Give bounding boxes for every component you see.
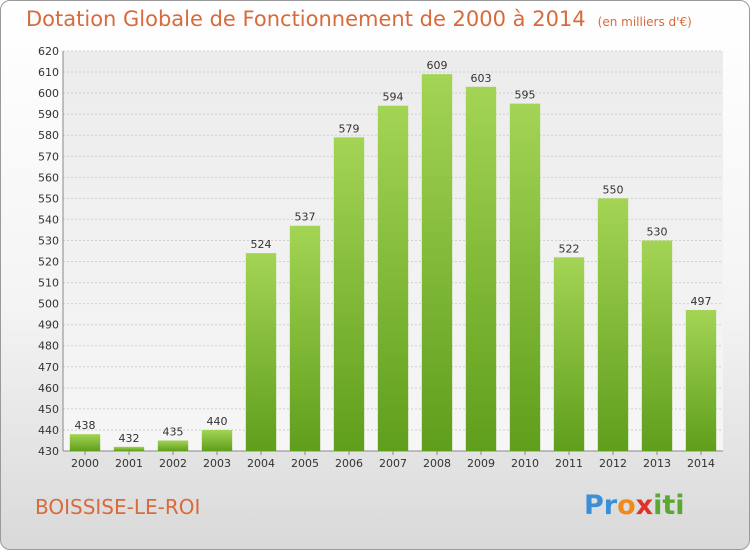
y-tick-label: 440 <box>38 424 59 437</box>
x-tick-label: 2013 <box>643 457 671 470</box>
bar <box>509 103 541 451</box>
bar-value-label: 435 <box>163 425 184 438</box>
bar <box>597 198 629 451</box>
bar-value-label: 530 <box>647 225 668 238</box>
plot-area: 430 440 450 460 470 480 490 500 510 520 530 540 550 5… <box>38 45 723 470</box>
y-tick-label: 490 <box>38 319 59 332</box>
bar <box>289 225 321 451</box>
bar-value-label: 579 <box>339 122 360 135</box>
y-tick-label: 560 <box>38 171 59 184</box>
logo-part-1: Pr <box>584 490 618 521</box>
x-tick-label: 2012 <box>599 457 627 470</box>
x-tick-label: 2007 <box>379 457 407 470</box>
bar <box>685 309 717 451</box>
bar <box>333 137 365 451</box>
chart-title: Dotation Globale de Fonctionnement de 20… <box>26 7 692 31</box>
y-tick-label: 470 <box>38 361 59 374</box>
x-tick-label: 2001 <box>115 457 143 470</box>
bar-value-label: 603 <box>471 72 492 85</box>
bar-value-label: 537 <box>295 211 316 224</box>
bar-value-label: 595 <box>515 89 536 102</box>
y-tick-label: 540 <box>38 213 59 226</box>
y-tick-label: 580 <box>38 129 59 142</box>
bar-value-label: 524 <box>251 238 272 251</box>
bar <box>245 253 277 451</box>
logo-part-4: iti <box>653 490 685 521</box>
y-tick-label: 600 <box>38 87 59 100</box>
bar-value-label: 550 <box>603 183 624 196</box>
y-tick-label: 550 <box>38 192 59 205</box>
y-tick-label: 610 <box>38 66 59 79</box>
bar-value-label: 438 <box>75 419 96 432</box>
bar <box>157 440 189 451</box>
x-tick-label: 2006 <box>335 457 363 470</box>
x-tick-label: 2005 <box>291 457 319 470</box>
bar <box>553 257 585 451</box>
bar <box>201 429 233 451</box>
y-tick-label: 500 <box>38 298 59 311</box>
bar-value-label: 609 <box>427 59 448 72</box>
bar-value-label: 594 <box>383 91 404 104</box>
y-tick-label: 460 <box>38 382 59 395</box>
x-tick-label: 2011 <box>555 457 583 470</box>
y-tick-label: 590 <box>38 108 59 121</box>
chart-unit: (en milliers d'€) <box>597 15 692 29</box>
bar-value-label: 432 <box>119 432 140 445</box>
y-tick-label: 430 <box>38 445 59 458</box>
x-tick-label: 2008 <box>423 457 451 470</box>
bar <box>641 240 673 451</box>
x-tick-label: 2010 <box>511 457 539 470</box>
bar <box>69 434 101 451</box>
x-tick-label: 2003 <box>203 457 231 470</box>
commune-name: BOISSISE-LE-ROI <box>35 495 201 519</box>
chart-title-text: Dotation Globale de Fonctionnement de 20… <box>26 7 586 31</box>
x-tick-label: 2004 <box>247 457 275 470</box>
y-tick-label: 530 <box>38 234 59 247</box>
x-tick-label: 2009 <box>467 457 495 470</box>
proxiti-logo: Proxiti <box>584 490 685 521</box>
bar <box>421 74 453 451</box>
x-tick-label: 2000 <box>71 457 99 470</box>
bar-value-label: 497 <box>691 295 712 308</box>
logo-part-3: x <box>635 490 654 521</box>
bar <box>377 105 409 451</box>
bar <box>113 446 145 451</box>
bar-value-label: 522 <box>559 242 580 255</box>
y-tick-label: 520 <box>38 256 59 269</box>
y-tick-label: 570 <box>38 150 59 163</box>
y-tick-label: 620 <box>38 45 59 58</box>
x-tick-label: 2014 <box>687 457 715 470</box>
bar-value-label: 440 <box>207 415 228 428</box>
logo-part-2: o <box>617 490 636 521</box>
y-tick-label: 480 <box>38 340 59 353</box>
y-tick-label: 450 <box>38 403 59 416</box>
y-tick-label: 510 <box>38 277 59 290</box>
x-tick-label: 2002 <box>159 457 187 470</box>
bar <box>465 86 497 451</box>
